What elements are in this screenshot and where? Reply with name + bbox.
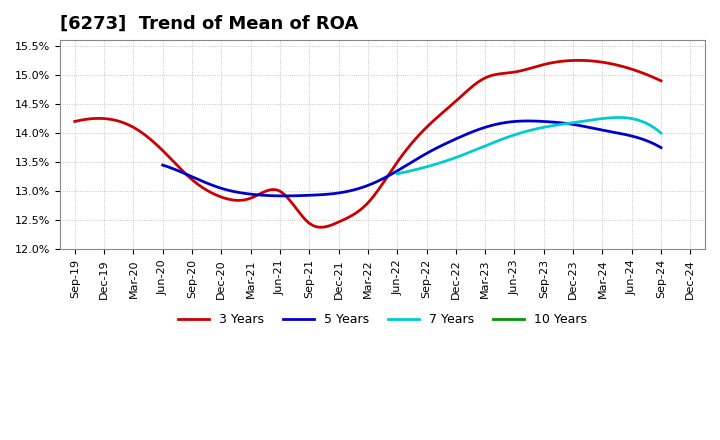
Legend: 3 Years, 5 Years, 7 Years, 10 Years: 3 Years, 5 Years, 7 Years, 10 Years — [173, 308, 593, 331]
3 Years — [498, 71, 507, 76]
7 Years — [585, 117, 593, 123]
5 Years — [523, 118, 531, 124]
3 Years — [495, 71, 504, 77]
5 Years — [279, 193, 288, 198]
Line: 7 Years: 7 Years — [397, 117, 661, 174]
7 Years — [479, 144, 487, 149]
5 Years — [357, 185, 366, 191]
3 Years — [316, 224, 325, 230]
7 Years — [425, 164, 433, 169]
7 Years — [393, 171, 402, 176]
5 Years — [158, 162, 167, 168]
5 Years — [657, 145, 665, 150]
3 Years — [261, 188, 270, 194]
5 Years — [322, 192, 330, 197]
7 Years — [583, 118, 592, 123]
5 Years — [519, 118, 528, 124]
3 Years — [141, 132, 150, 138]
7 Years — [559, 121, 567, 127]
3 Years — [71, 119, 79, 124]
7 Years — [614, 115, 623, 120]
3 Years — [575, 58, 583, 63]
Line: 5 Years: 5 Years — [163, 121, 661, 196]
7 Years — [498, 137, 506, 142]
5 Years — [218, 186, 227, 191]
5 Years — [522, 118, 531, 124]
Line: 3 Years: 3 Years — [75, 60, 661, 227]
3 Years — [441, 108, 449, 113]
5 Years — [473, 127, 482, 132]
3 Years — [657, 78, 665, 84]
Text: [6273]  Trend of Mean of ROA: [6273] Trend of Mean of ROA — [60, 15, 359, 33]
7 Years — [657, 131, 665, 136]
3 Years — [302, 219, 311, 224]
